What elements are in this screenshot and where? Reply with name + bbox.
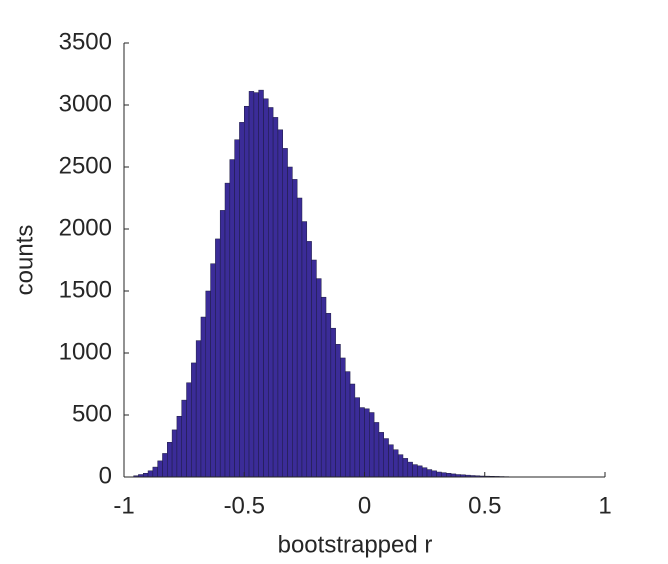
bar <box>215 238 221 478</box>
y-tick-label: 0 <box>99 462 112 489</box>
bar <box>191 362 197 478</box>
bar <box>263 98 269 478</box>
bar <box>441 472 447 478</box>
bar <box>306 241 312 478</box>
y-tick-label: 2000 <box>59 214 112 241</box>
bar <box>320 296 327 478</box>
bar <box>397 454 404 478</box>
bar <box>446 473 452 478</box>
x-tick-label: 0.5 <box>468 492 501 519</box>
bar <box>224 182 231 478</box>
y-tick-label: 1000 <box>59 338 112 365</box>
bar <box>176 415 182 478</box>
bar <box>373 422 380 478</box>
bar <box>296 197 303 478</box>
bar <box>340 357 346 478</box>
bar <box>234 139 240 478</box>
bar <box>335 344 341 478</box>
bar <box>195 340 202 478</box>
y-tick-label: 3500 <box>59 28 112 55</box>
bar <box>272 117 279 478</box>
bar <box>210 263 216 478</box>
bar <box>200 316 207 478</box>
bar <box>388 444 394 478</box>
bar <box>268 107 274 478</box>
y-tick-label: 3000 <box>59 90 112 117</box>
bar <box>292 179 298 478</box>
bar <box>171 429 178 478</box>
x-tick-label: -1 <box>113 492 134 519</box>
bar <box>239 122 245 478</box>
bar <box>364 408 370 478</box>
bar <box>181 399 187 478</box>
bar <box>229 159 235 478</box>
bar <box>393 449 399 478</box>
x-tick-label: 1 <box>598 492 611 519</box>
bar <box>152 466 158 478</box>
bar <box>311 259 317 478</box>
bar <box>426 469 433 478</box>
bar <box>219 210 226 478</box>
bar <box>421 467 428 478</box>
bar <box>167 442 173 478</box>
bar <box>417 465 423 478</box>
bar <box>359 407 365 478</box>
bar <box>301 221 308 478</box>
bar <box>412 464 418 478</box>
bar <box>277 129 283 478</box>
bar <box>325 313 332 478</box>
y-axis-label: counts <box>11 225 38 296</box>
bar <box>157 460 163 478</box>
bar <box>282 148 288 478</box>
bar <box>258 89 264 478</box>
bar <box>330 327 336 478</box>
y-tick-label: 2500 <box>59 152 112 179</box>
bar <box>186 382 192 478</box>
bar <box>402 458 409 478</box>
bar <box>244 105 250 478</box>
x-tick-label: 0 <box>358 492 371 519</box>
x-axis-label: bootstrapped r <box>278 531 433 558</box>
bar <box>354 397 360 478</box>
bar <box>407 461 413 478</box>
bar <box>436 471 442 478</box>
bar <box>253 92 259 478</box>
x-tick-label: -0.5 <box>224 492 265 519</box>
bar <box>369 412 375 478</box>
y-tick-label: 1500 <box>59 276 112 303</box>
bar <box>142 473 149 478</box>
bar <box>383 438 389 478</box>
bar <box>431 470 437 478</box>
bar <box>205 290 211 478</box>
bar <box>147 470 154 478</box>
bar <box>248 91 255 478</box>
bar <box>316 278 322 478</box>
bar <box>162 453 168 478</box>
bar <box>349 383 356 478</box>
bar <box>287 166 293 478</box>
y-tick-label: 500 <box>72 400 112 427</box>
bar <box>378 432 384 478</box>
bar <box>345 371 351 478</box>
